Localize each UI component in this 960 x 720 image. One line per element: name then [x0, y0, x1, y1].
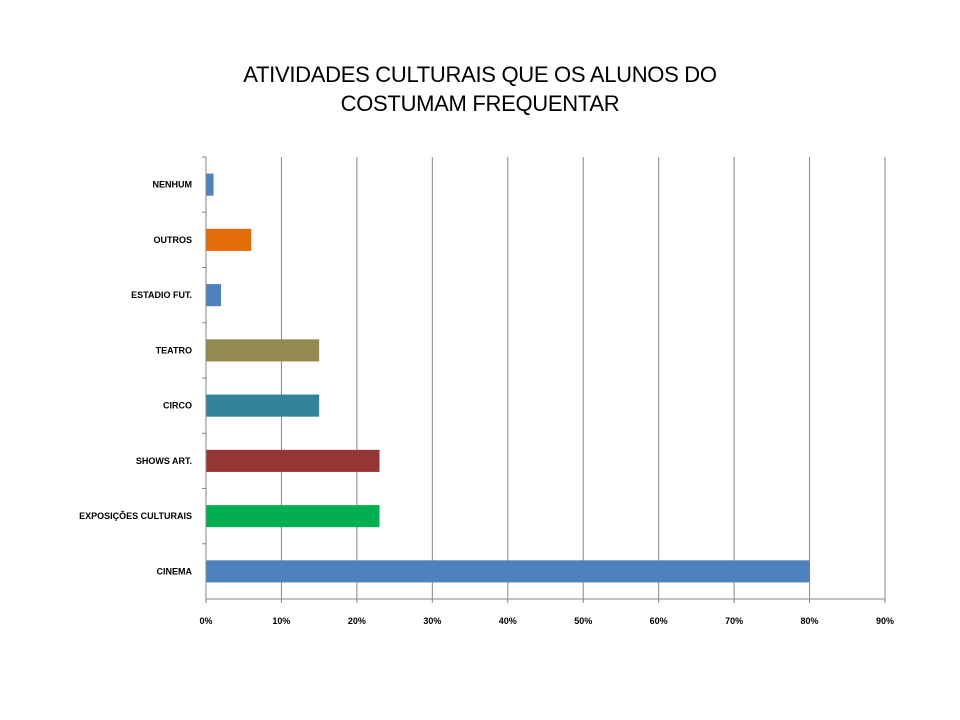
category-label: OUTROS [153, 235, 192, 245]
bar [206, 449, 380, 472]
tick-labels: 0% 10% 20% 30% 40% 50% 60% 70% 80% 90% [199, 616, 894, 626]
chart-title: ATIVIDADES CULTURAIS QUE OS ALUNOS DO CO… [0, 60, 960, 118]
x-tick-label: 50% [574, 616, 592, 626]
x-tick-label: 90% [876, 616, 894, 626]
bar [206, 560, 810, 583]
x-tick-label: 70% [725, 616, 743, 626]
category-label: EXPOSIÇÕES CULTURAIS [79, 511, 192, 521]
bar [206, 284, 222, 307]
axes [202, 156, 886, 603]
category-label: ESTADIO FUT. [131, 290, 192, 300]
chart-title-line-2: COSTUMAM FREQUENTAR [340, 91, 620, 116]
x-tick-label: 30% [423, 616, 441, 626]
category-label: CINEMA [157, 566, 193, 576]
bars [206, 173, 810, 583]
bar [206, 228, 252, 251]
gridlines [280, 157, 886, 599]
x-tick-label: 60% [650, 616, 668, 626]
bar [206, 505, 380, 528]
bar [206, 173, 214, 196]
chart-title-line-1: ATIVIDADES CULTURAIS QUE OS ALUNOS DO [243, 62, 717, 87]
category-label: SHOWS ART. [136, 456, 192, 466]
bar [206, 394, 320, 417]
x-tick-label: 0% [199, 616, 212, 626]
category-label: CIRCO [163, 401, 192, 411]
category-labels: NENHUM OUTROS ESTADIO FUT. TEATRO CIRCO SHOWS… [79, 180, 192, 577]
x-tick-label: 80% [801, 616, 819, 626]
category-label: TEATRO [156, 345, 192, 355]
x-tick-label: 20% [348, 616, 366, 626]
category-label: NENHUM [153, 180, 193, 190]
bar [206, 339, 320, 362]
x-tick-label: 40% [499, 616, 517, 626]
x-tick-label: 10% [272, 616, 290, 626]
